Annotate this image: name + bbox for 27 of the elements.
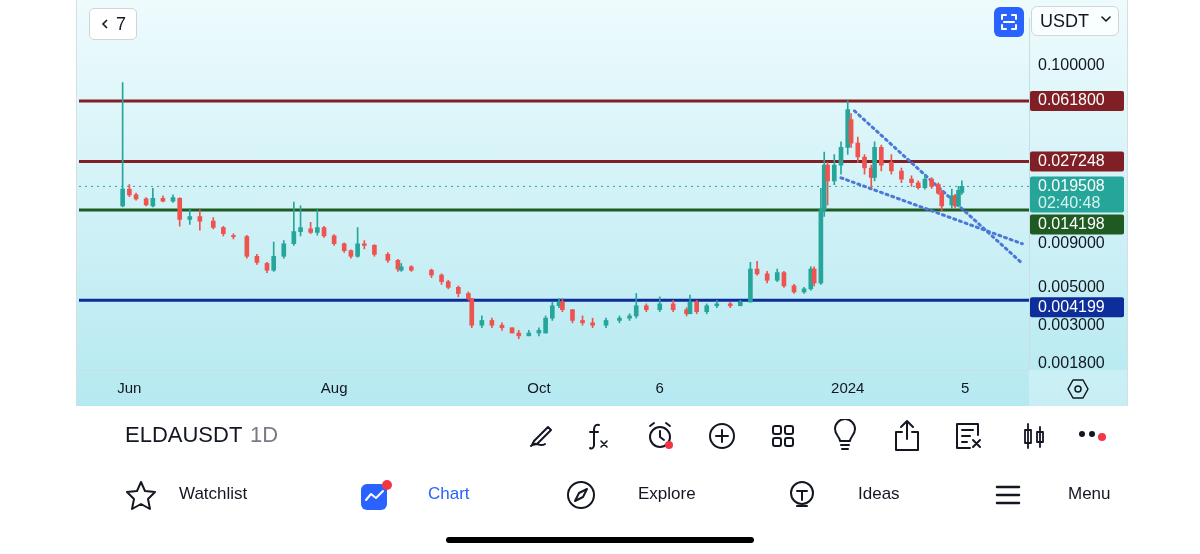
ref-line-label: 0.061800 <box>1038 91 1105 109</box>
ref-line-label: 0.004199 <box>1038 297 1105 315</box>
x-tick-label: 5 <box>961 379 970 397</box>
text: Ideas <box>858 484 900 504</box>
annotation: 7 <box>115 13 126 35</box>
text: ELDAUSDT <box>125 422 243 448</box>
text: Menu <box>1068 484 1111 504</box>
text: Watchlist <box>179 484 248 504</box>
text: 1D <box>250 422 279 448</box>
y-tick-label: 0.100000 <box>1038 55 1105 73</box>
y-tick-label: 0.009000 <box>1038 234 1105 252</box>
y-axis-title: USDT <box>1040 10 1089 32</box>
text: Explore <box>638 484 696 504</box>
ref-line-label: 0.027248 <box>1038 152 1105 170</box>
candlestick <box>187 208 193 225</box>
x-tick-label: 2024 <box>831 379 865 397</box>
text: 02:40:48 <box>1038 193 1101 211</box>
x-tick-label: Aug <box>320 379 348 397</box>
text: Chart <box>428 484 470 504</box>
x-tick-label: Jun <box>117 379 142 397</box>
x-tick-label: Oct <box>527 379 552 397</box>
y-tick-label: 0.005000 <box>1038 277 1105 295</box>
ref-line-label: 0.019508 <box>1038 176 1105 194</box>
x-tick-label: 6 <box>655 379 664 397</box>
y-tick-label: 0.001800 <box>1038 353 1105 371</box>
ref-line-label: 0.014198 <box>1038 214 1105 232</box>
y-tick-label: 0.003000 <box>1038 315 1105 333</box>
